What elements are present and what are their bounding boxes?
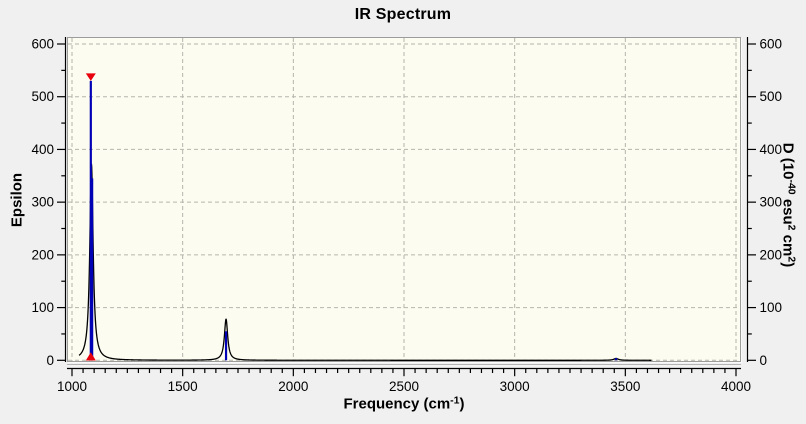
y-right-sup: -40 bbox=[785, 179, 798, 195]
chart-title: IR Spectrum bbox=[354, 6, 452, 23]
y-right-sup: 2 bbox=[785, 224, 798, 231]
y-right-part: esu bbox=[779, 194, 797, 225]
svg-text:200: 200 bbox=[31, 247, 54, 262]
x-axis-label: Frequency (cm-1) bbox=[343, 394, 465, 413]
y-right-part: D (10 bbox=[779, 142, 797, 180]
svg-text:3500: 3500 bbox=[610, 379, 640, 394]
svg-text:1000: 1000 bbox=[57, 379, 87, 394]
svg-text:600: 600 bbox=[760, 37, 783, 52]
x-label-part: ) bbox=[459, 395, 465, 413]
svg-text:2000: 2000 bbox=[278, 379, 308, 394]
x-label-sup: -1 bbox=[450, 394, 460, 407]
y-axis-label-left: Epsilon bbox=[8, 172, 26, 228]
x-label-part: Frequency (cm bbox=[343, 395, 451, 413]
svg-text:100: 100 bbox=[31, 300, 54, 315]
y-axis-label-right: D (10-40 esu2 cm2) bbox=[779, 142, 798, 268]
svg-text:100: 100 bbox=[760, 300, 783, 315]
svg-text:2500: 2500 bbox=[389, 379, 419, 394]
svg-text:400: 400 bbox=[31, 142, 54, 157]
y-right-part: cm bbox=[779, 230, 797, 257]
svg-text:1500: 1500 bbox=[168, 379, 198, 394]
svg-text:0: 0 bbox=[760, 353, 768, 368]
svg-text:3000: 3000 bbox=[500, 379, 530, 394]
y-right-part: ) bbox=[779, 262, 797, 268]
svg-text:500: 500 bbox=[760, 89, 783, 104]
svg-text:300: 300 bbox=[760, 195, 783, 210]
svg-text:500: 500 bbox=[31, 89, 54, 104]
svg-text:4000: 4000 bbox=[721, 379, 751, 394]
svg-text:200: 200 bbox=[760, 247, 783, 262]
svg-text:300: 300 bbox=[31, 195, 54, 210]
svg-text:400: 400 bbox=[760, 142, 783, 157]
svg-text:0: 0 bbox=[46, 353, 54, 368]
svg-text:600: 600 bbox=[31, 37, 54, 52]
y-right-sup: 2 bbox=[785, 256, 798, 263]
